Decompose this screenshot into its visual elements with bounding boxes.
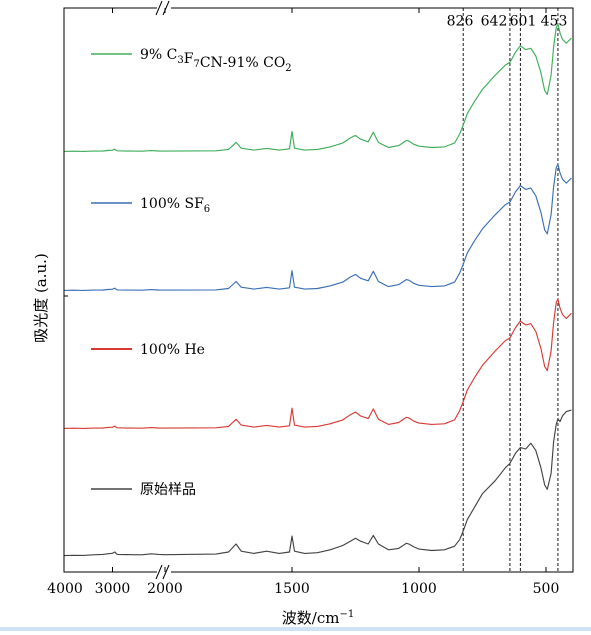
axes-group <box>63 0 574 580</box>
legend-label-1: 9% C3F7CN-91% CO2 <box>140 47 292 74</box>
ticks-group: 4000 3000 2000 1500 1000 500 <box>47 8 559 597</box>
spectrum-line-3 <box>63 298 572 429</box>
x-axis-title: 波数/cm−1 <box>282 609 354 627</box>
legend-label-4: 原始样品 <box>140 482 196 498</box>
axis-break-slash-a-bottom <box>155 564 163 580</box>
reference-label-601: 601 <box>510 14 537 30</box>
bottom-edge-strip <box>0 627 591 631</box>
axis-break-slash-b-bottom <box>162 564 170 580</box>
x-tick-label-500: 500 <box>533 581 560 597</box>
spectra-group <box>63 23 572 557</box>
x-tick-label-3000: 3000 <box>95 581 131 597</box>
x-tick-label-2000: 2000 <box>147 581 183 597</box>
spectrum-line-1 <box>63 23 572 152</box>
spectrum-line-4 <box>63 409 572 557</box>
reference-label-453: 453 <box>541 14 568 30</box>
spectrum-line-2 <box>63 163 572 291</box>
reference-label-642: 642 <box>481 14 508 30</box>
axis-break-slash-a-top <box>155 0 163 16</box>
x-tick-label-4000: 4000 <box>47 581 83 597</box>
reference-label-826: 826 <box>447 14 474 30</box>
legend-label-3: 100% He <box>140 342 205 358</box>
plot-frame <box>63 7 574 573</box>
x-tick-label-1000: 1000 <box>401 581 437 597</box>
y-axis-title: 吸光度 (a.u.) <box>32 253 50 343</box>
x-tick-label-1500: 1500 <box>274 581 310 597</box>
axis-break-slash-b-top <box>162 0 170 16</box>
legend-label-2: 100% SF6 <box>140 196 210 215</box>
legend-group: 9% C3F7CN-91% CO2 100% SF6 100% He 原始样品 <box>91 47 292 498</box>
reference-lines-group: 826 642 601 453 <box>447 8 568 572</box>
